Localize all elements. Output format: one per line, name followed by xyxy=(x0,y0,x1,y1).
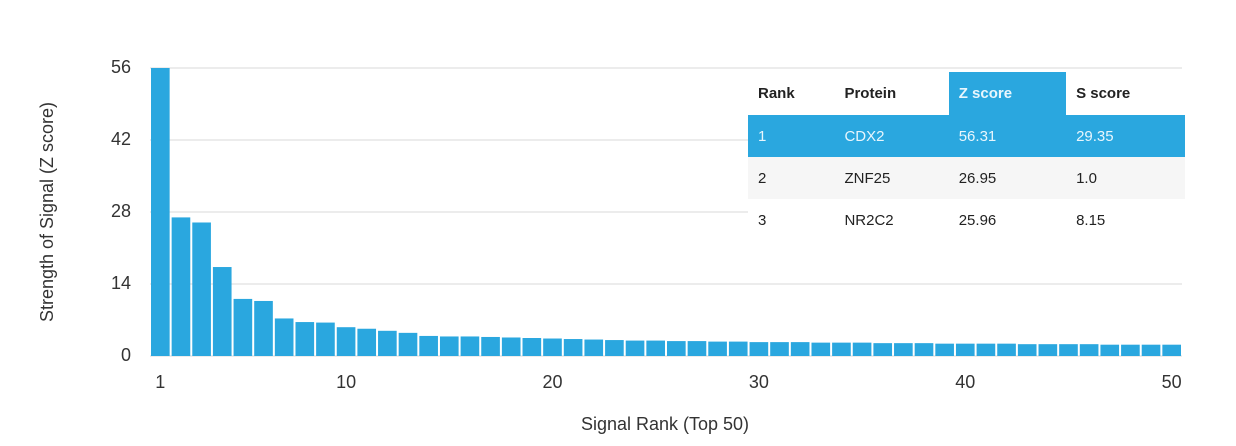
x-tick-label: 40 xyxy=(955,372,975,392)
bar xyxy=(522,338,542,356)
bar xyxy=(770,342,789,356)
bar xyxy=(914,343,934,356)
table-header: Rank Protein Z score S score xyxy=(748,72,1185,115)
bar xyxy=(460,336,480,356)
table-cell: ZNF25 xyxy=(834,157,949,199)
bars xyxy=(151,68,1181,357)
x-tick-label: 30 xyxy=(749,372,769,392)
bar xyxy=(501,337,521,356)
bar xyxy=(790,342,810,356)
bar xyxy=(625,340,645,356)
table-row: 1 CDX2 56.31 29.35 xyxy=(748,115,1185,157)
bar xyxy=(439,336,459,356)
y-tick-label: 42 xyxy=(111,129,131,149)
y-axis-label: Strength of Signal (Z score) xyxy=(37,102,57,322)
bar xyxy=(336,327,356,356)
table-cell: 3 xyxy=(758,211,767,229)
bar xyxy=(295,322,315,356)
table-cell: 29.35 xyxy=(1066,115,1185,157)
bar xyxy=(955,343,975,356)
table-cell: 8.15 xyxy=(1076,211,1106,229)
bar xyxy=(687,341,707,356)
bar xyxy=(584,339,604,356)
x-axis-label: Signal Rank (Top 50) xyxy=(581,414,749,434)
bar xyxy=(1059,344,1078,356)
bar xyxy=(233,298,253,356)
table-cell: 56.31 xyxy=(948,115,1067,157)
bar xyxy=(1100,344,1120,356)
bar xyxy=(832,342,851,356)
bar xyxy=(605,340,624,356)
x-tick-label: 1 xyxy=(155,372,165,392)
bar xyxy=(1141,344,1161,356)
table-cell: 2 xyxy=(748,157,835,199)
bar xyxy=(254,300,273,356)
bar xyxy=(935,343,954,356)
column-header: Protein xyxy=(844,85,897,102)
bar xyxy=(378,330,397,356)
table-cell: CDX2 xyxy=(834,115,949,157)
bar xyxy=(873,343,893,356)
bar xyxy=(708,341,727,356)
table-cell: 26.95 xyxy=(948,157,1067,199)
bar xyxy=(419,335,438,356)
y-tick-label: 0 xyxy=(121,345,131,365)
score-table: Rank Protein Z score S score 1 CDX2 56.31 29.35… xyxy=(748,72,1185,241)
table-cell: 25.96 xyxy=(958,211,997,229)
y-tick-label: 56 xyxy=(111,57,131,77)
bar xyxy=(976,343,996,356)
bar xyxy=(646,340,665,356)
bar xyxy=(398,332,418,356)
x-tick-label: 50 xyxy=(1162,372,1182,392)
bar xyxy=(1038,344,1058,356)
y-tick-label: 14 xyxy=(111,273,131,293)
bar xyxy=(274,318,294,356)
bar xyxy=(481,336,500,356)
table-cell: NR2C2 xyxy=(844,211,894,229)
bar xyxy=(357,328,377,356)
bar xyxy=(1121,344,1140,356)
table-cell: 1 xyxy=(748,115,835,157)
bar xyxy=(563,339,583,356)
x-tick-label: 10 xyxy=(336,372,356,392)
column-header: Rank xyxy=(758,85,795,102)
table-cell: 1.0 xyxy=(1066,157,1185,199)
bar xyxy=(1017,344,1037,356)
bar xyxy=(852,342,872,356)
bar xyxy=(212,267,232,356)
bar xyxy=(894,343,913,356)
table-row: 2 ZNF25 26.95 1.0 xyxy=(748,157,1185,199)
column-header: Z score xyxy=(948,72,1067,115)
table-row: 3 NR2C2 25.96 8.15 xyxy=(748,199,1185,241)
bar xyxy=(728,341,748,356)
x-tick-label: 20 xyxy=(542,372,562,392)
bar xyxy=(543,338,562,356)
bar xyxy=(171,217,191,356)
bar xyxy=(192,222,211,356)
bar xyxy=(667,341,686,356)
bar xyxy=(749,342,769,356)
y-tick-label: 28 xyxy=(111,201,131,221)
bar xyxy=(1162,344,1181,356)
bar xyxy=(316,322,335,356)
bar xyxy=(811,342,831,356)
bar xyxy=(997,343,1016,356)
bar xyxy=(151,68,170,357)
bar xyxy=(1079,344,1099,356)
column-header: S score xyxy=(1076,85,1131,102)
